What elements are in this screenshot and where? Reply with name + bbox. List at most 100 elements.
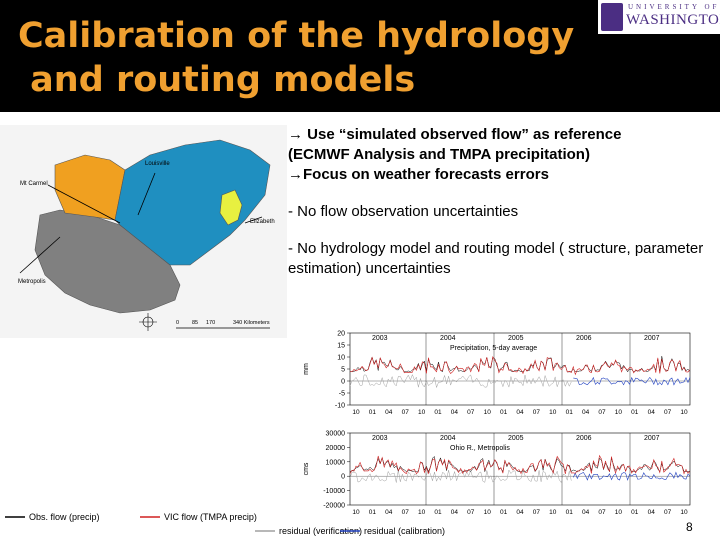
x-tick-label: 01 — [500, 409, 508, 416]
north-arrow-icon — [139, 313, 157, 331]
x-tick-label: 04 — [451, 509, 459, 515]
slide-title: Calibration of the hydrology and routing… — [18, 16, 575, 100]
year-label: 2007 — [644, 335, 660, 342]
x-tick-label: 07 — [402, 509, 410, 515]
x-tick-label: 04 — [648, 409, 656, 416]
y-tick-label: -10000 — [323, 488, 345, 495]
year-label: 2005 — [508, 435, 524, 442]
x-tick-label: 07 — [533, 409, 541, 416]
y-tick-label: 5 — [341, 367, 345, 374]
x-tick-label: 01 — [631, 509, 639, 515]
bullet-list: → Use “simulated observed flow” as refer… — [288, 125, 716, 279]
series-vic-flow — [349, 454, 691, 475]
x-tick-label: 04 — [582, 509, 590, 515]
scale-label: 85 — [192, 320, 198, 326]
legend-label: VIC flow (TMPA precip) — [164, 512, 257, 522]
x-tick-label: 10 — [484, 509, 492, 515]
series-residual-calibration — [573, 376, 691, 386]
year-label: 2003 — [372, 435, 388, 442]
x-tick-label: 01 — [500, 509, 508, 515]
y-tick-label: 15 — [337, 343, 345, 350]
region-gray — [34, 209, 181, 314]
x-tick-label: 10 — [352, 409, 360, 416]
x-tick-label: 07 — [664, 409, 672, 416]
map-label-louisville: Louisville — [145, 161, 170, 167]
logo-top-text: UNIVERSITY OF — [628, 3, 720, 11]
series-residual-verification — [349, 469, 572, 484]
y-tick-label: 20 — [337, 331, 345, 338]
legend: Obs. flow (precip) VIC flow (TMPA precip)… — [5, 512, 445, 536]
y-tick-label: 0 — [341, 379, 345, 386]
x-tick-label: 04 — [516, 509, 524, 515]
x-tick-label: 10 — [418, 509, 426, 515]
basin-map: Louisville Mt Carmel Elizabeth Metropoli… — [0, 125, 287, 338]
plot-frame — [349, 432, 691, 506]
x-tick-label: 04 — [648, 509, 656, 515]
x-tick-label: 10 — [549, 509, 557, 515]
x-tick-label: 10 — [615, 509, 623, 515]
map-scale-bar: 0 85 170 340 Kilometers — [176, 320, 270, 329]
x-tick-label: 07 — [533, 509, 541, 515]
x-tick-label: 10 — [680, 409, 688, 416]
university-logo: UNIVERSITY OF WASHINGTON — [598, 0, 720, 34]
x-tick-label: 10 — [352, 509, 360, 515]
legend-label: residual (calibration) — [364, 526, 445, 536]
x-tick-label: 01 — [566, 409, 574, 416]
series-vic-flow — [349, 356, 691, 376]
map-label-elizabeth: Elizabeth — [250, 219, 275, 225]
legend-label: Obs. flow (precip) — [29, 512, 100, 522]
year-label: 2003 — [372, 335, 388, 342]
bullet-line: (ECMWF Analysis and TMPA precipitation) — [288, 146, 590, 163]
year-label: 2004 — [440, 435, 456, 442]
x-tick-label: 07 — [467, 509, 475, 515]
y-axis-label: cms — [303, 462, 310, 475]
x-tick-label: 01 — [369, 409, 377, 416]
y-tick-label: 10 — [337, 355, 345, 362]
y-tick-label: -20000 — [323, 503, 345, 510]
y-tick-label: 10000 — [326, 459, 346, 466]
legend-label: residual (verification) — [279, 526, 362, 536]
series-residual-calibration — [573, 471, 691, 481]
x-tick-label: 07 — [402, 409, 410, 416]
x-tick-label: 04 — [516, 409, 524, 416]
university-seal-icon — [601, 3, 623, 31]
year-label: 2005 — [508, 335, 524, 342]
page-number: 8 — [686, 520, 693, 534]
bullet-line: - No hydrology model and routing model (… — [288, 240, 704, 277]
x-tick-label: 07 — [664, 509, 672, 515]
y-tick-label: -5 — [339, 391, 345, 398]
x-tick-label: 10 — [484, 409, 492, 416]
panel-title: Precipitation, 5-day average — [450, 345, 537, 352]
slide-header: Calibration of the hydrology and routing… — [0, 0, 720, 112]
y-tick-label: 20000 — [326, 445, 346, 452]
x-tick-label: 01 — [369, 509, 377, 515]
region-yellow — [219, 189, 243, 226]
x-tick-label: 10 — [418, 409, 426, 416]
panel-title: Ohio R., Metropolis — [450, 445, 510, 452]
logo-bottom-text: WASHINGTON — [626, 12, 720, 28]
x-tick-label: 01 — [434, 509, 442, 515]
y-tick-label: 0 — [341, 474, 345, 481]
region-orange — [54, 154, 126, 221]
year-label: 2006 — [576, 335, 592, 342]
x-tick-label: 04 — [582, 409, 590, 416]
bullet-line: → Use “simulated observed flow” as refer… — [288, 126, 622, 143]
x-tick-label: 04 — [385, 509, 393, 515]
map-label-metropolis: Metropolis — [18, 279, 46, 285]
scale-label: 170 — [206, 320, 215, 326]
bullet-line: - No flow observation uncertainties — [288, 203, 519, 220]
y-tick-label: -10 — [335, 403, 345, 410]
region-blue — [114, 139, 271, 266]
year-label: 2007 — [644, 435, 660, 442]
year-label: 2006 — [576, 435, 592, 442]
time-series-plots: 20 15 10 5 0 -5 -10 mm 10 01 04 07 10 01 04 07 10 01 04 07 1… — [303, 331, 691, 515]
x-tick-label: 01 — [566, 509, 574, 515]
x-tick-label: 01 — [434, 409, 442, 416]
x-tick-label: 10 — [615, 409, 623, 416]
x-tick-label: 07 — [598, 509, 606, 515]
x-tick-label: 10 — [680, 509, 688, 515]
series-residual-verification — [349, 373, 572, 389]
map-label-mt-carmel: Mt Carmel — [20, 181, 48, 187]
y-axis-label: mm — [303, 363, 310, 375]
year-label: 2004 — [440, 335, 456, 342]
